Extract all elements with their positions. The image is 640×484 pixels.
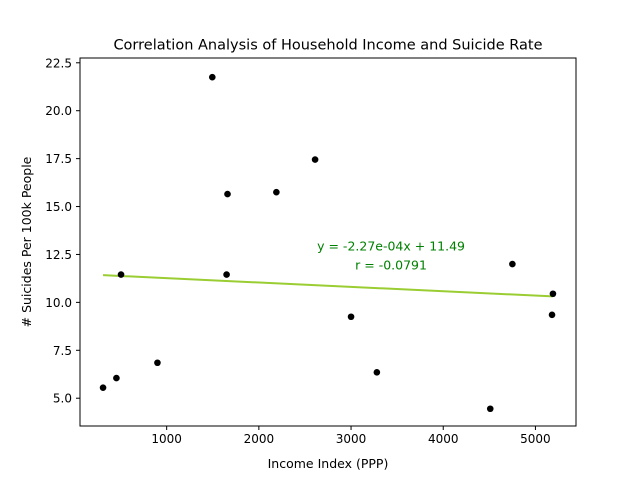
chart-title: Correlation Analysis of Household Income… bbox=[113, 38, 542, 54]
y-tick-label: 10.0 bbox=[45, 296, 72, 310]
regression-equation-label: y = -2.27e-04x + 11.49 bbox=[317, 238, 465, 253]
data-point bbox=[113, 374, 120, 382]
data-point bbox=[347, 313, 355, 321]
data-point bbox=[311, 156, 319, 163]
data-point bbox=[548, 311, 556, 319]
plot-frame bbox=[79, 57, 577, 427]
data-point bbox=[273, 188, 280, 196]
y-tick-label: 12.5 bbox=[45, 248, 72, 262]
y-axis-label: # Suicides Per 100k People bbox=[19, 156, 34, 327]
x-tick-label: 5000 bbox=[520, 432, 551, 446]
x-tick-label: 4000 bbox=[428, 432, 459, 446]
y-tick-label: 5.0 bbox=[53, 392, 72, 406]
correlation-coefficient-label: r = -0.0791 bbox=[355, 257, 427, 272]
x-axis-label: Income Index (PPP) bbox=[268, 456, 389, 471]
x-tick-label: 1000 bbox=[151, 432, 182, 446]
data-point bbox=[549, 290, 557, 298]
plot-area bbox=[80, 58, 576, 426]
y-tick-label: 20.0 bbox=[45, 104, 72, 118]
data-point bbox=[154, 359, 161, 367]
x-tick-label: 2000 bbox=[244, 432, 275, 446]
y-tick-label: 17.5 bbox=[45, 152, 72, 166]
data-point bbox=[208, 73, 216, 81]
data-point bbox=[117, 271, 125, 278]
y-tick-label: 7.5 bbox=[53, 344, 72, 358]
data-point bbox=[373, 369, 381, 376]
y-tick-label: 22.5 bbox=[45, 56, 72, 70]
data-point bbox=[509, 260, 516, 268]
x-axis-ticks: 1000 2000 3000 4000 5000 bbox=[151, 426, 551, 446]
data-point bbox=[486, 405, 494, 413]
data-points bbox=[99, 73, 557, 413]
data-point bbox=[223, 271, 230, 278]
data-point bbox=[224, 190, 231, 198]
y-tick-label: 15.0 bbox=[45, 200, 72, 214]
data-point bbox=[99, 384, 107, 391]
x-tick-label: 3000 bbox=[336, 432, 367, 446]
regression-line bbox=[103, 274, 553, 298]
y-axis-ticks: 5.0 7.5 10.0 12.5 15.0 17.5 20.0 22.5 bbox=[45, 56, 80, 406]
